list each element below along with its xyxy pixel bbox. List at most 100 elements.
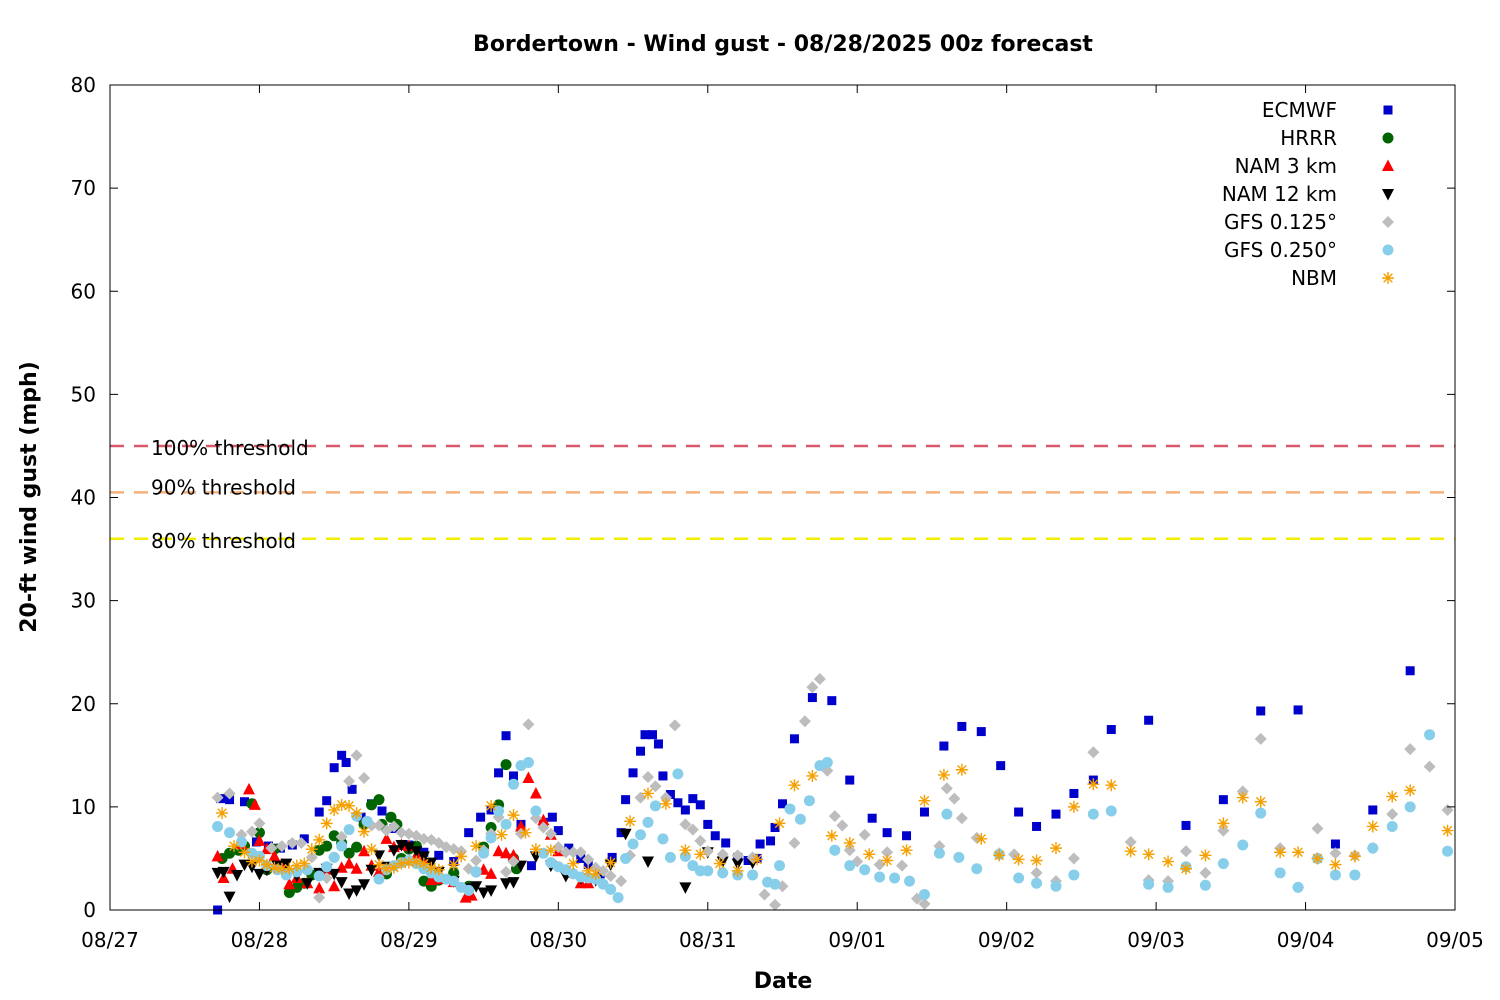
legend-label: NBM — [1291, 266, 1337, 290]
data-point — [1106, 725, 1116, 735]
legend-marker — [1382, 244, 1394, 256]
data-point — [495, 828, 508, 841]
data-point — [620, 852, 632, 864]
data-point — [1143, 878, 1155, 890]
x-tick-label: 08/30 — [530, 928, 588, 952]
data-point — [387, 820, 400, 833]
data-point — [286, 836, 299, 849]
data-point — [589, 867, 602, 880]
data-point — [514, 819, 527, 832]
data-point — [313, 881, 326, 894]
data-point — [519, 826, 532, 839]
data-point — [280, 858, 293, 871]
data-point — [957, 721, 967, 731]
data-point — [434, 850, 444, 860]
data-point — [937, 768, 950, 781]
data-point — [500, 818, 512, 830]
legend-marker — [1382, 216, 1394, 228]
data-point — [507, 877, 520, 889]
legend-marker — [1382, 272, 1394, 284]
data-point — [564, 843, 574, 853]
data-point — [1349, 869, 1361, 881]
data-point — [751, 853, 764, 866]
data-point — [653, 739, 663, 749]
data-point — [336, 840, 348, 852]
data-point — [216, 807, 229, 820]
data-point — [743, 856, 753, 865]
data-point — [679, 818, 692, 831]
data-point — [283, 862, 296, 875]
data-point — [616, 828, 626, 838]
data-point — [544, 844, 557, 857]
data-point — [341, 758, 351, 768]
data-point — [773, 817, 786, 830]
data-point — [679, 882, 692, 894]
data-point — [971, 863, 983, 875]
y-tick-label: 10 — [71, 795, 96, 819]
data-point — [260, 858, 273, 871]
data-point — [607, 852, 617, 862]
data-point — [1180, 862, 1192, 875]
data-point — [1386, 808, 1399, 821]
data-point — [806, 769, 819, 782]
data-point — [605, 883, 617, 895]
y-tick-label: 60 — [71, 279, 96, 303]
data-point — [859, 864, 871, 876]
data-point — [553, 826, 563, 836]
data-point — [649, 780, 662, 793]
data-point — [305, 851, 318, 864]
data-point — [417, 851, 430, 863]
data-point — [1368, 805, 1378, 815]
data-point — [933, 847, 945, 859]
data-point — [659, 797, 672, 810]
data-point — [217, 866, 230, 879]
data-point — [1256, 706, 1266, 716]
series-group — [216, 763, 1454, 880]
data-point — [1068, 869, 1080, 881]
data-point — [1067, 852, 1080, 865]
series-group — [211, 673, 1454, 911]
data-point — [1311, 852, 1324, 865]
data-point — [688, 794, 698, 804]
x-tick-label: 09/02 — [978, 928, 1036, 952]
data-point — [387, 861, 400, 874]
data-point — [335, 798, 348, 811]
data-point — [604, 856, 617, 869]
data-point — [1144, 715, 1154, 725]
data-point — [996, 761, 1006, 771]
data-point — [509, 771, 518, 781]
data-point — [576, 853, 586, 863]
data-point — [717, 867, 729, 879]
data-point — [417, 857, 430, 870]
data-point — [1124, 845, 1137, 858]
data-point — [377, 806, 387, 816]
data-point — [789, 734, 799, 744]
data-point — [507, 848, 520, 861]
y-axis-label: 20-ft wind gust (mph) — [17, 361, 42, 633]
data-point — [574, 846, 587, 859]
data-point — [673, 798, 683, 808]
data-point — [223, 891, 236, 904]
data-point — [955, 763, 968, 776]
data-point — [253, 868, 266, 881]
data-point — [529, 786, 542, 799]
data-point — [640, 730, 650, 740]
data-point — [882, 828, 892, 838]
data-point — [395, 826, 408, 839]
data-point — [904, 875, 916, 887]
data-point — [231, 869, 244, 882]
data-point — [955, 812, 968, 825]
data-point — [373, 865, 385, 877]
data-point — [248, 798, 261, 810]
data-point — [343, 888, 356, 900]
data-point — [448, 867, 460, 879]
data-point — [567, 846, 580, 859]
data-point — [1405, 666, 1415, 676]
data-point — [1404, 743, 1417, 756]
y-tick-label: 20 — [71, 692, 96, 716]
data-point — [343, 847, 355, 859]
data-point — [642, 770, 654, 783]
x-tick-label: 08/28 — [231, 928, 289, 952]
data-point — [1366, 820, 1379, 833]
data-point — [500, 759, 512, 771]
